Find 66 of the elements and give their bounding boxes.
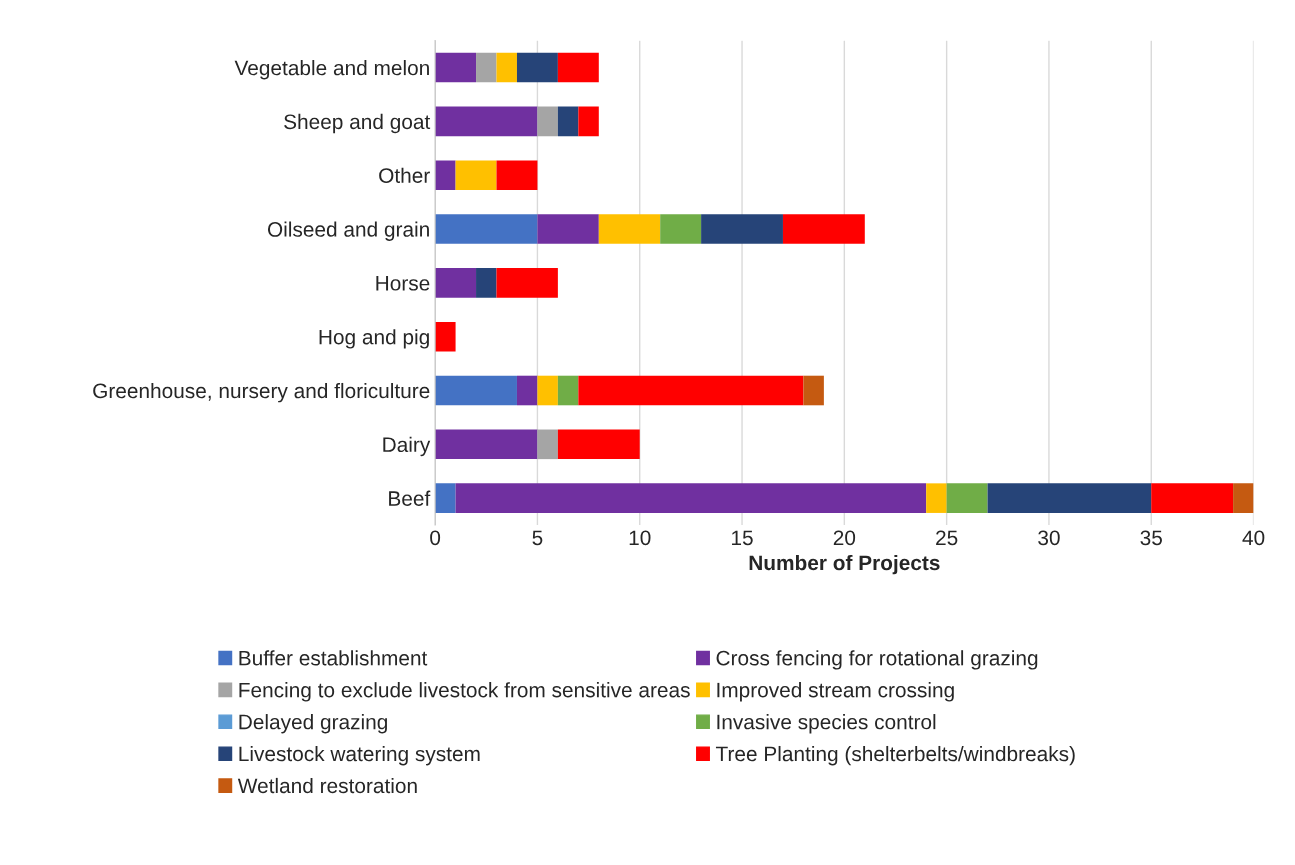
legend-label: Tree Planting (shelterbelts/windbreaks)	[715, 745, 1075, 766]
bar	[537, 429, 558, 460]
x-tick-label: 25	[936, 530, 958, 546]
bar	[476, 268, 497, 298]
legend-label: Cross fencing for rotational grazing	[716, 650, 1038, 670]
y-tick-label: Other	[379, 167, 430, 183]
bar	[516, 375, 538, 406]
bar	[946, 483, 988, 513]
y-tick-label: Beef	[389, 490, 431, 506]
x-tick-label: 5	[532, 530, 543, 546]
bar	[557, 429, 640, 460]
bar	[476, 52, 497, 83]
x-tick-label: 15	[732, 530, 753, 546]
bar	[435, 321, 456, 352]
bar	[435, 268, 477, 298]
x-tick-label: 10	[629, 530, 651, 546]
x-tick-label: 20	[833, 530, 856, 546]
bar	[660, 214, 702, 244]
y-tick-label: Hog and pig	[319, 329, 429, 349]
bar	[516, 52, 558, 83]
bar	[537, 214, 599, 244]
bar	[435, 160, 456, 191]
bar	[782, 214, 865, 244]
y-tick-label: Oilseed and grain	[267, 221, 429, 241]
y-tick-label: Vegetable and melon	[234, 60, 429, 80]
legend-label: Wetland restoration	[237, 777, 417, 794]
y-tick-label: Sheep and goat	[284, 113, 431, 134]
bar	[701, 214, 783, 244]
x-tick-label: 40	[1242, 530, 1265, 546]
bar	[435, 483, 456, 513]
legend-label: Improved stream crossing	[717, 682, 954, 702]
y-tick-label: Greenhouse, nursery and floriculture	[93, 382, 430, 403]
bar	[435, 214, 538, 244]
y-tick-label: Dairy	[383, 436, 431, 457]
legend-label: Fencing to exclude livestock from sensitive areas	[239, 682, 690, 702]
bar	[455, 160, 497, 191]
legend-label: Buffer establishment	[239, 650, 428, 666]
bar	[435, 106, 538, 137]
x-tick-label: 0	[430, 530, 441, 546]
bar	[926, 483, 947, 513]
x-tick-label: 35	[1140, 530, 1162, 546]
bar	[557, 375, 579, 406]
bar	[803, 375, 824, 406]
x-axis-title: Number of Projects	[749, 554, 940, 575]
bar	[557, 52, 599, 83]
bar	[557, 106, 579, 137]
bar	[598, 214, 661, 244]
bar	[435, 375, 517, 406]
legend-label: Livestock watering system	[239, 745, 480, 766]
x-tick-label: 30	[1038, 530, 1060, 546]
legend-label: Invasive species control	[717, 714, 936, 734]
bar	[496, 160, 538, 191]
bar	[578, 106, 599, 137]
bar	[537, 106, 558, 137]
bar	[1151, 483, 1234, 513]
bar	[435, 52, 477, 83]
legend-label: Delayed grazing	[239, 714, 387, 734]
bar	[578, 375, 804, 406]
bar	[455, 483, 927, 513]
y-tick-label: Horse	[376, 276, 430, 291]
bar	[496, 52, 517, 83]
bar	[496, 268, 558, 298]
bar	[987, 483, 1152, 513]
bar	[537, 375, 558, 406]
bar	[1233, 483, 1254, 513]
bar	[435, 429, 538, 460]
